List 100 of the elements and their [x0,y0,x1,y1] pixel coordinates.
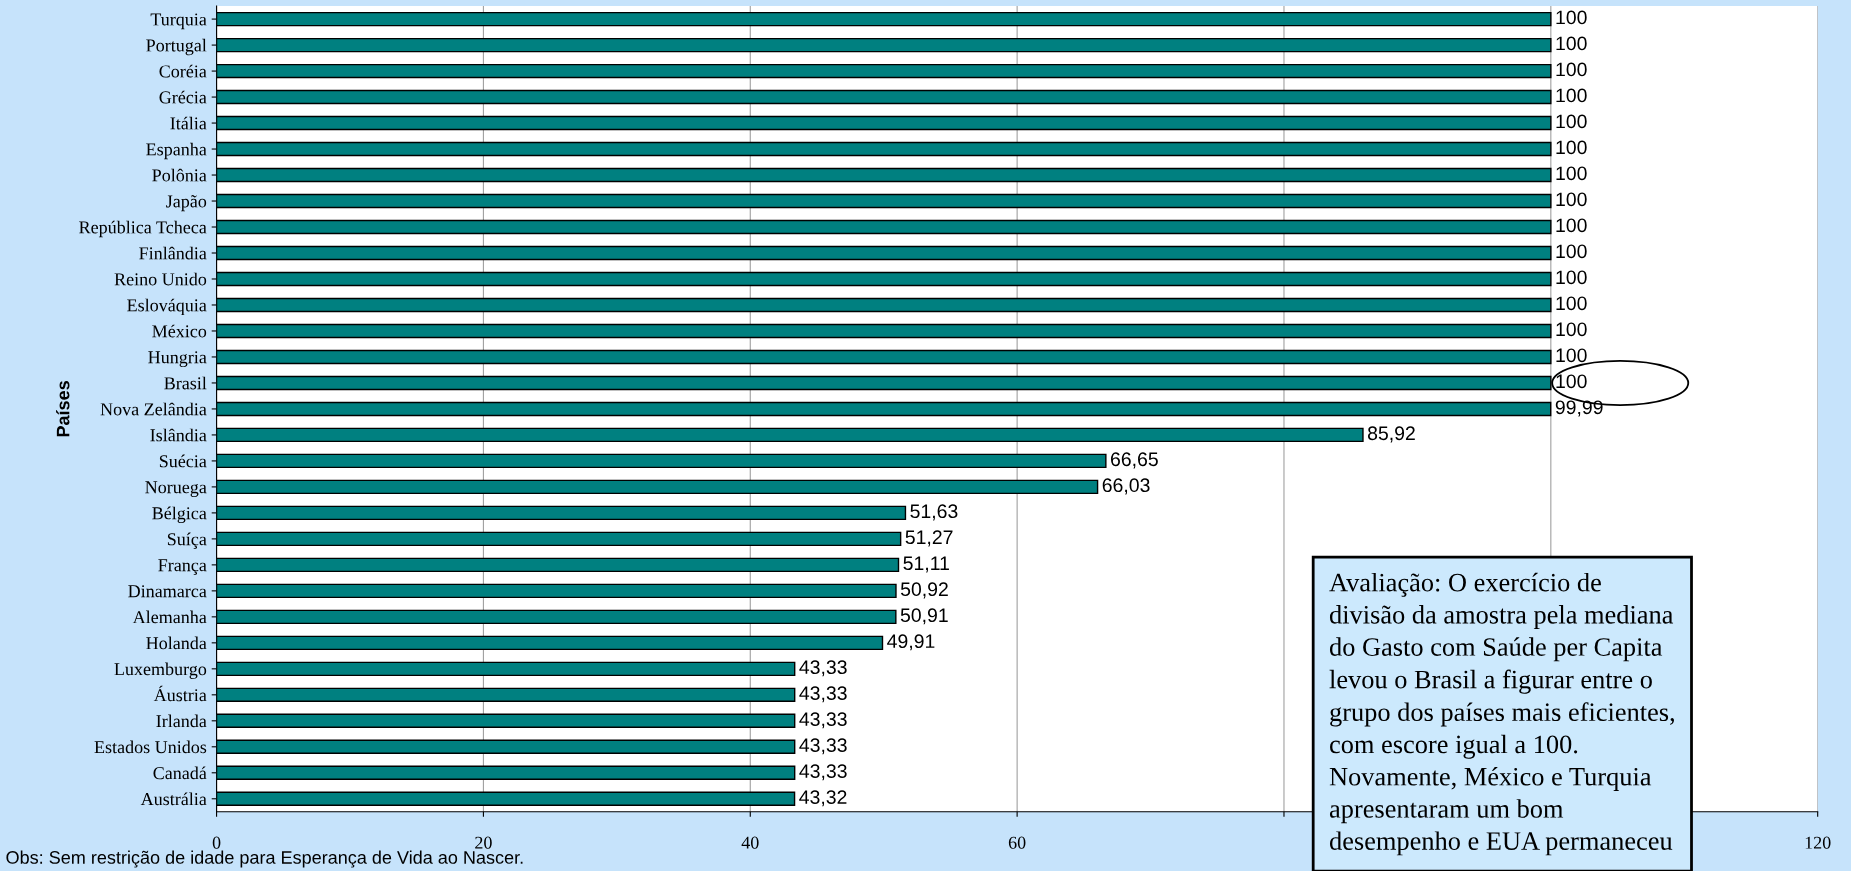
bar [216,141,1552,157]
bar [216,661,796,677]
data-label: 100 [1556,140,1587,155]
x-tick-label: 0 [212,836,221,849]
data-label: 100 [1556,270,1587,285]
y-tick-label: Turquia [150,13,207,30]
data-label: 100 [1556,296,1587,311]
y-tick-label: Espanha [146,142,207,160]
data-label: 50,92 [900,582,948,599]
data-label: 85,92 [1367,426,1415,443]
bar [216,765,796,780]
y-tick-label: Grécia [159,90,207,104]
data-label: 100 [1556,218,1587,233]
bar [216,37,1552,53]
data-label: 51,11 [903,556,949,573]
y-tick-label: Polônia [152,168,207,182]
data-label: 100 [1556,114,1587,129]
data-label: 100 [1556,348,1587,363]
y-tick-label: México [152,324,207,338]
data-label: 51,63 [910,504,958,521]
bar [216,635,884,651]
data-label: 100 [1556,322,1587,337]
y-tick-label: Canadá [153,766,207,780]
text: Obs: Sem restrição de idade para Esperança de Vida ao Nascer. [6,850,523,868]
bar [216,401,1552,417]
bar [216,687,796,703]
bar [216,505,907,521]
bar [216,791,796,806]
bar [216,297,1552,313]
x-tick-label: 60 [1008,836,1026,849]
y-tick-label: Estados Unidos [94,740,207,754]
y-tick-label: Islândia [150,428,207,442]
data-label: 50,91 [900,608,948,625]
y-tick-label: Suíça [167,532,207,549]
y-tick-label: Luxemburgo [114,662,207,679]
bar [216,713,796,729]
bar [216,115,1552,131]
bar [216,63,1552,79]
data-label: 100 [1556,10,1587,25]
bar [216,479,1099,495]
bar [216,739,796,754]
y-tick-label: Itália [170,116,207,130]
bar [216,557,900,573]
bar [216,531,902,547]
x-tick-label: 120 [1805,836,1831,849]
y-tick-label: Irlanda [156,714,207,728]
y-tick-label: Japão [166,195,207,212]
bar [216,323,1552,339]
y-tick-label: Alemanha [132,610,207,624]
bar [216,11,1552,27]
y-axis-title: Países [56,381,70,437]
y-tick-label: Reino Unido [114,272,207,286]
y-tick-label: Holanda [146,636,207,650]
data-label: 100 [1556,36,1587,51]
bar [216,609,897,625]
y-tick-label: Brasil [164,376,207,390]
x-tick-label: 40 [741,836,759,849]
data-label: 43,33 [799,712,847,729]
bar [216,193,1552,209]
bar [216,583,897,599]
data-label: 100 [1556,192,1587,207]
data-label: 43,32 [799,790,847,807]
data-label: 66,65 [1111,452,1158,469]
y-tick-label: Noruega [145,481,207,498]
y-tick-label: Portugal [146,38,207,56]
bar [216,427,1364,443]
y-tick-label: Hungria [148,351,207,368]
bar [216,271,1552,287]
y-tick-label: Áustria [153,685,207,702]
bar [216,219,1552,235]
y-tick-label: Suécia [159,454,207,468]
y-tick-label: Dinamarca [128,585,207,598]
y-tick-label: Coréia [159,64,207,78]
y-tick-label: França [158,559,207,575]
y-tick-label: Nova Zelândia [100,402,207,416]
x-tick-label: 20 [475,836,492,849]
text: Avaliação: O exercício de divisão da amostra pela mediana do Gasto com Saúde per Capita levou o Brasil a figurar entre o grupo dos países mais eficientes, com escore igual a 100. Novamente, México e Turquia apresentaram um bom desempenho e EUA permaneceu [1329,572,1674,856]
y-tick-label: Finlândia [139,246,207,260]
data-label: 43,33 [799,738,847,755]
bar [216,453,1107,469]
y-tick-label: Austrália [140,792,207,806]
data-label: 100 [1556,88,1587,103]
data-label: 43,33 [799,764,847,781]
y-tick-label: Eslováquia [127,298,207,316]
y-tick-label: República Tcheca [79,220,207,238]
bar [216,245,1552,261]
data-label: 99,99 [1555,400,1603,417]
bar [216,89,1552,105]
y-tick-label: Bélgica [152,506,207,524]
data-label: 49,91 [887,634,935,651]
data-label: 100 [1556,62,1587,77]
data-label: 100 [1556,166,1587,181]
data-label: 66,03 [1102,478,1150,495]
bar [216,349,1552,365]
data-label: 100 [1556,244,1587,259]
data-label: 43,33 [799,660,847,677]
data-label: 43,33 [799,686,847,703]
bar [216,167,1552,183]
data-label: 51,27 [905,530,953,547]
data-label: 100 [1556,374,1587,389]
